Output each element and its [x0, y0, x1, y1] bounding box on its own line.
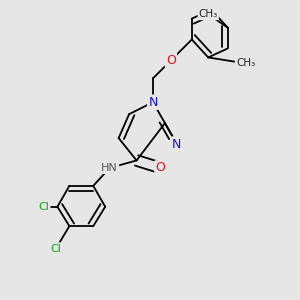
Text: O: O: [166, 54, 176, 67]
Text: Cl: Cl: [50, 244, 62, 254]
Text: CH₃: CH₃: [236, 58, 255, 68]
Text: N: N: [172, 137, 182, 151]
Text: HN: HN: [101, 163, 118, 173]
Text: CH₃: CH₃: [199, 9, 218, 19]
Text: Cl: Cl: [39, 202, 50, 212]
Text: N: N: [148, 96, 158, 109]
Text: O: O: [155, 161, 165, 174]
